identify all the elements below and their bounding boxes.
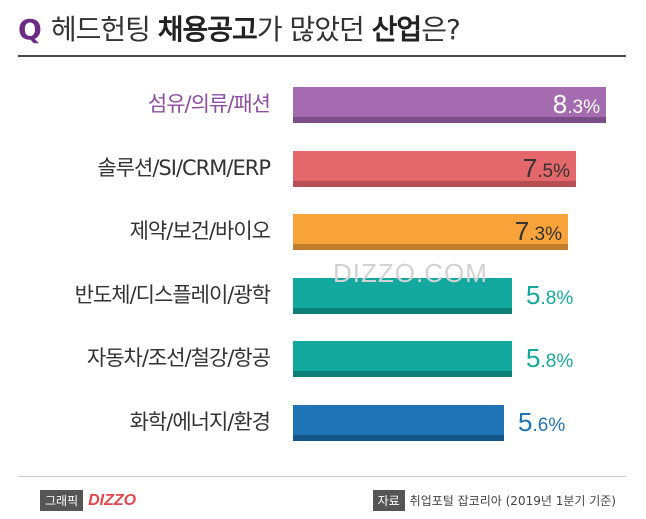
- bar-shadow: [293, 308, 512, 314]
- source-note: 자료 취업포털 잡코리아 (2019년 1분기 기준): [372, 490, 616, 511]
- watermark: DIZZO.COM: [333, 258, 488, 288]
- bar-shadow: [293, 371, 512, 377]
- bar-shadow: [293, 435, 504, 441]
- source-text: 취업포털 잡코리아 (2019년 1분기 기준): [409, 494, 616, 508]
- category-label: 자동차/조선/철강/항공: [87, 346, 271, 370]
- value-label: 5.8%: [526, 280, 573, 310]
- bar: [293, 278, 512, 308]
- bar-shadow: [293, 117, 606, 123]
- value-label: 7.3%: [515, 216, 562, 246]
- bar: [293, 151, 576, 181]
- value-label: 8.3%: [553, 89, 600, 119]
- title-text-1: 헤드헌팅: [50, 13, 158, 46]
- bar: [293, 405, 504, 435]
- bar: [293, 87, 606, 117]
- title-text-2: 가 많았던: [256, 13, 372, 46]
- category-label: 화학/에너지/환경: [130, 410, 270, 434]
- dizzo-logo: DIZZO: [88, 491, 137, 509]
- bar-shadow: [293, 181, 576, 187]
- category-label: 솔루션/SI/CRM/ERP: [97, 156, 270, 180]
- source-tag: 자료: [372, 490, 405, 511]
- title-divider: [18, 55, 626, 57]
- title-bold-2: 산업: [371, 13, 423, 46]
- value-label: 7.5%: [523, 153, 570, 183]
- q-mark: Q: [18, 13, 42, 46]
- category-label: 섬유/의류/패션: [148, 92, 270, 116]
- footer-divider: [18, 476, 626, 477]
- value-label: 5.8%: [526, 343, 573, 373]
- category-label: 반도체/디스플레이/광학: [75, 283, 271, 307]
- bar: [293, 214, 568, 244]
- graphic-credit: 그래픽 DIZZO: [40, 490, 136, 511]
- title-bold-1: 채용공고: [157, 13, 258, 46]
- bar: [293, 341, 512, 371]
- chart-title: Q 헤드헌팅 채용공고가 많았던 산업은?: [18, 8, 461, 48]
- title-text-3: 은?: [421, 13, 461, 46]
- category-label: 제약/보건/바이오: [130, 219, 271, 243]
- value-label: 5.6%: [518, 407, 565, 437]
- bar-shadow: [293, 244, 568, 250]
- credit-tag: 그래픽: [40, 490, 84, 511]
